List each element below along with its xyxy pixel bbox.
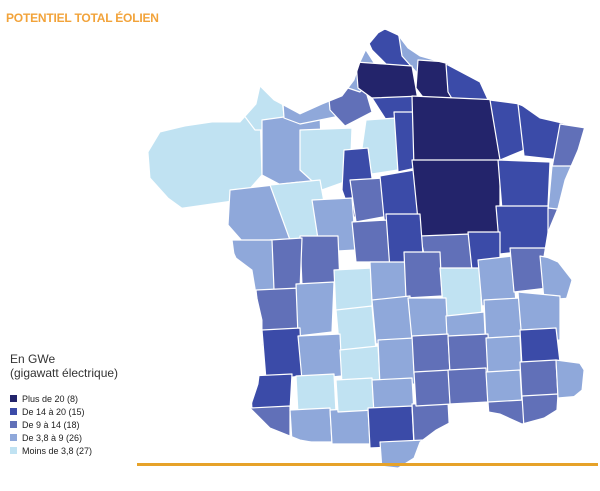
region-charente [295,281,335,337]
legend-swatch [10,421,17,428]
legend-item: De 14 à 20 (15) [10,405,92,418]
region-vendee [231,239,275,297]
region-gard [447,367,489,405]
legend-item: Moins de 3,8 (27) [10,444,92,457]
region-dordogne [297,333,343,381]
region-tarn-et-garonne [335,377,375,413]
legend-item: De 9 à 14 (18) [10,418,92,431]
region-gers [289,407,333,443]
region-lozere [411,333,451,375]
region-alpes-de-haute-provence [519,359,559,399]
legend-label: De 3,8 à 9 (26) [22,432,83,443]
unit-line-2: (gigawatt électrique) [10,366,119,380]
legend-item: Plus de 20 (8) [10,392,92,405]
region-indre [351,219,391,263]
region-pyrenees-atlantiques [249,405,291,441]
region-haute-loire [407,297,449,341]
region-cantal [371,295,413,345]
region-hautes-pyrenees [329,407,371,445]
legend-swatch [10,447,17,454]
region-allier [403,251,443,299]
region-isere [483,297,523,343]
unit-label: En GWe (gigawatt électrique) [10,352,118,380]
region-doubs [547,207,567,253]
legend-swatch [10,434,17,441]
legend-label: De 14 à 20 (15) [22,406,85,417]
region-landes [249,373,293,411]
region-haute-savoie [539,255,573,301]
region-creuse [369,261,407,303]
region-haut-rhin [547,165,575,213]
legend: Plus de 20 (8) De 14 à 20 (15) De 9 à 14… [10,392,92,457]
footer-divider [137,463,598,466]
legend-label: Plus de 20 (8) [22,393,79,404]
region-sarthe [299,127,353,191]
region-haute-marne [497,159,551,211]
france-outline [147,28,586,469]
region-bouches-du-rhone [487,399,527,431]
region-paris [361,117,399,175]
legend-swatch [10,395,17,402]
legend-label: De 9 à 14 (18) [22,419,80,430]
region-herault [413,369,453,407]
map-title: POTENTIEL TOTAL ÉOLIEN [6,11,159,25]
legend-label: Moins de 3,8 (27) [22,445,93,456]
region-gironde [261,327,303,381]
region-aude [411,401,451,443]
legend-swatch [10,408,17,415]
region-cote-d-or [495,205,553,255]
unit-line-1: En GWe [10,352,56,366]
region-aube [411,159,501,241]
legend-item: De 3,8 à 9 (26) [10,431,92,444]
